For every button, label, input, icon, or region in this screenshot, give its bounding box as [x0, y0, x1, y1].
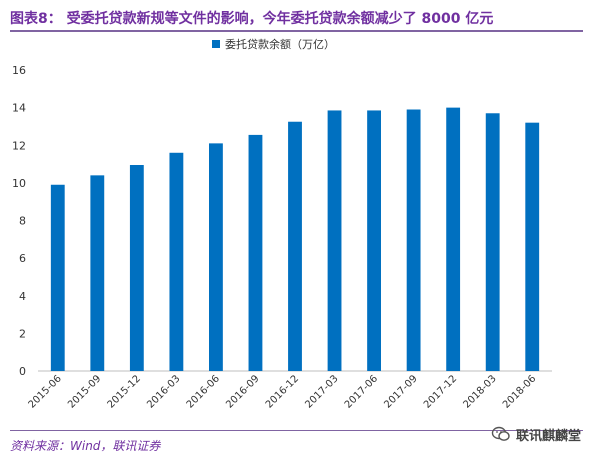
- bar: [50, 184, 65, 371]
- bar: [406, 109, 421, 371]
- watermark: 联讯麒麟堂: [491, 424, 581, 444]
- bar: [209, 143, 223, 371]
- wechat-icon: [491, 426, 510, 441]
- x-tick-label: 2018-06: [501, 373, 538, 410]
- bar: [367, 110, 381, 372]
- x-tick-label: 2017-03: [303, 373, 340, 410]
- x-tick-label: 2016-06: [185, 373, 222, 410]
- bar: [169, 152, 184, 371]
- x-tick-label: 2016-09: [224, 373, 261, 410]
- x-tick-label: 2018-03: [461, 373, 498, 410]
- chart-title: 图表8： 受委托贷款新规等文件的影响，今年委托贷款余额减少了 8000 亿元: [10, 11, 494, 27]
- x-tick-label: 2017-09: [382, 373, 419, 410]
- legend-label: 委托贷款余额（万亿）: [225, 37, 335, 51]
- title-bar: 图表8： 受委托贷款新规等文件的影响，今年委托贷款余额减少了 8000 亿元: [10, 6, 583, 32]
- bar: [327, 110, 342, 372]
- source-note: 资料来源：Wind，联讯证券: [10, 439, 161, 453]
- bar: [248, 134, 263, 371]
- y-tick-label: 8: [19, 215, 26, 228]
- bar: [129, 165, 144, 371]
- bar: [446, 107, 461, 371]
- legend-swatch: [212, 40, 220, 48]
- y-tick-label: 4: [19, 290, 26, 303]
- x-tick-label: 2015-09: [66, 373, 103, 410]
- x-tick-label: 2015-12: [106, 373, 143, 410]
- x-tick-label: 2017-06: [343, 373, 380, 410]
- watermark-text: 联讯麒麟堂: [515, 428, 581, 444]
- x-tick-label: 2016-12: [264, 373, 301, 410]
- bar: [288, 121, 302, 371]
- y-tick-label: 2: [19, 327, 26, 340]
- y-tick-label: 0: [19, 365, 26, 378]
- bar: [90, 175, 105, 371]
- bar: [485, 113, 500, 372]
- bar: [525, 122, 540, 371]
- y-tick-label: 12: [12, 139, 26, 152]
- chart-area: 委托贷款余额（万亿） 0 2 4 6 8 10 12 14 16 2015-06 2015-09 201…: [0, 30, 593, 430]
- x-tick-label: 2017-12: [422, 373, 459, 410]
- y-tick-label: 16: [12, 64, 26, 77]
- y-tick-label: 10: [12, 177, 26, 190]
- y-tick-label: 6: [19, 252, 26, 265]
- x-tick-label: 2015-06: [27, 373, 64, 410]
- source-divider: [10, 430, 583, 431]
- y-tick-label: 14: [12, 102, 26, 115]
- x-tick-label: 2016-03: [145, 373, 182, 410]
